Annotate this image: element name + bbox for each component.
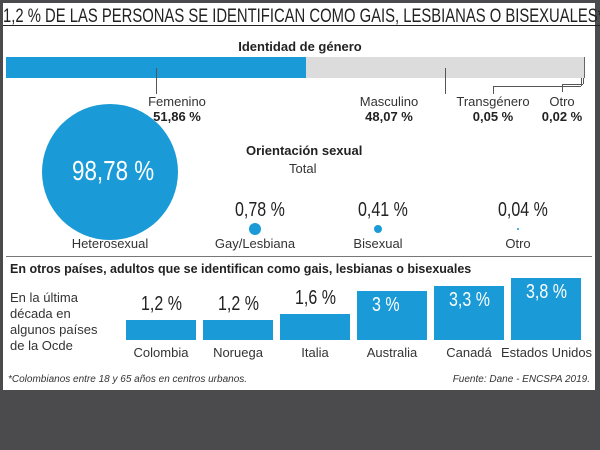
country-value: 3,8 % xyxy=(526,281,567,303)
country-value: 1,2 % xyxy=(141,293,182,316)
country-bar xyxy=(511,278,581,340)
country-bar xyxy=(357,291,427,340)
leader-line xyxy=(583,78,584,84)
country-value: 1,6 % xyxy=(295,286,336,309)
orientation-label: Heterosexual xyxy=(71,236,149,251)
gender-label: Masculino xyxy=(359,94,419,109)
footnote: *Colombianos entre 18 y 65 años en centr… xyxy=(8,374,248,385)
gender-label: Transgénero xyxy=(456,94,530,109)
orientation-value: 98,78 % xyxy=(72,155,155,186)
leader-line xyxy=(493,86,581,87)
leader-line xyxy=(581,78,582,86)
orientation-title: Orientación sexual xyxy=(246,143,363,158)
divider xyxy=(6,256,592,257)
leader-line xyxy=(155,68,157,94)
country-value: 3,3 % xyxy=(449,289,490,312)
orientation-label: Gay/Lesbiana xyxy=(214,236,296,251)
gender-value: 51,86 % xyxy=(153,109,201,124)
gender-title: Identidad de género xyxy=(238,39,362,54)
country-label: Canadá xyxy=(446,345,492,360)
countries-subtitle: En la última década en algunos países de… xyxy=(10,290,98,353)
orientation-value: 0,04 % xyxy=(498,199,548,221)
country-value: 3 % xyxy=(372,294,400,317)
page-title: 1,2 % DE LAS PERSONAS SE IDENTIFICAN COM… xyxy=(3,6,600,27)
countries-title: En otros países, adultos que se identifi… xyxy=(10,262,472,276)
orientation-circle xyxy=(516,227,520,231)
country-label: Italia xyxy=(301,345,329,360)
country-bar xyxy=(434,286,504,340)
orientation-label: Bisexual xyxy=(353,236,403,251)
orientation-value: 0,78 % xyxy=(235,199,285,221)
gender-bar xyxy=(6,57,585,78)
country-label: Noruega xyxy=(213,345,263,360)
leader-line xyxy=(493,86,494,94)
leader-line xyxy=(562,84,563,92)
country-label: Australia xyxy=(366,345,418,360)
orientation-value: 0,41 % xyxy=(358,199,408,221)
gender-label: Otro xyxy=(549,94,575,109)
source: Fuente: Dane - ENCSPA 2019. xyxy=(452,374,590,385)
leader-line xyxy=(444,68,446,94)
gender-value: 0,05 % xyxy=(472,109,514,124)
orientation-circle xyxy=(42,104,178,240)
orientation-subtitle: Total xyxy=(289,161,317,176)
leader-line xyxy=(562,84,583,85)
country-value: 1,2 % xyxy=(218,293,259,316)
gender-value: 0,02 % xyxy=(541,109,583,124)
country-label: Colombia xyxy=(133,345,189,360)
gender-segment-1 xyxy=(305,57,584,78)
gender-segment-3 xyxy=(583,57,585,78)
country-bar xyxy=(280,313,350,340)
country-label: Estados Unidos xyxy=(501,345,593,360)
gender-value: 48,07 % xyxy=(365,109,413,124)
orientation-circle xyxy=(373,224,383,234)
orientation-label: Otro xyxy=(505,236,531,251)
country-bar xyxy=(203,320,273,340)
gender-segment-0 xyxy=(6,57,306,78)
orientation-circle xyxy=(248,222,262,236)
country-bar xyxy=(126,320,196,340)
gender-label: Femenino xyxy=(148,94,206,109)
